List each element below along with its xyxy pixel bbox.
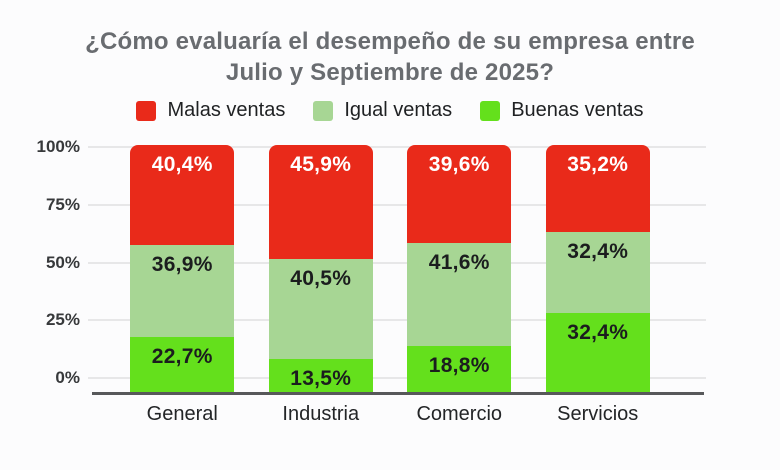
x-axis-labels: General Industria Comercio Servicios — [113, 403, 667, 426]
bar-segment-buenas-ventas: 32,4% — [545, 312, 650, 393]
bar-value-label: 40,4% — [151, 153, 213, 176]
bar-value-label: 36,9% — [151, 253, 213, 277]
bar-value-label: 45,9% — [290, 153, 352, 176]
stacked-bar: 35,2% 32,4% 32,4% — [545, 145, 650, 393]
bar-value-label: 39,6% — [428, 153, 490, 176]
bar-value-label: 35,2% — [567, 153, 629, 176]
legend: Malas ventas Igual ventas Buenas ventas — [0, 99, 780, 122]
bar-segment-malas-ventas: 45,9% — [268, 145, 373, 259]
bar-column-industria: 45,9% 40,5% 13,5% — [252, 145, 391, 393]
legend-label: Buenas ventas — [511, 99, 644, 121]
bar-column-comercio: 39,6% 41,6% 18,8% — [390, 145, 529, 393]
legend-swatch-icon — [313, 100, 334, 121]
x-category-label: Industria — [282, 403, 360, 425]
gridline — [88, 319, 706, 322]
bar-value-label: 22,7% — [151, 344, 213, 368]
x-category-label: General — [146, 403, 218, 425]
bar-segment-malas-ventas: 35,2% — [545, 145, 650, 233]
gridline — [88, 203, 706, 206]
chart-title-line2: Julio y Septiembre de 2025? — [225, 59, 555, 86]
bar-segment-igual-ventas: 36,9% — [130, 245, 235, 337]
bar-value-label: 32,4% — [567, 320, 629, 344]
y-axis-tick-label: 0% — [55, 368, 80, 387]
y-axis-tick-label: 75% — [45, 194, 80, 214]
gridline — [88, 377, 706, 379]
y-axis-tick-label: 25% — [45, 310, 80, 330]
chart-title: ¿Cómo evaluaría el desempeño de su empre… — [0, 26, 780, 88]
legend-swatch-icon — [136, 100, 157, 121]
bar-value-label: 13,5% — [290, 367, 352, 391]
bar-segment-buenas-ventas: 18,8% — [407, 346, 512, 393]
bar-segment-malas-ventas: 39,6% — [407, 145, 512, 244]
stacked-bar: 39,6% 41,6% 18,8% — [407, 145, 512, 393]
bar-segment-igual-ventas: 40,5% — [268, 258, 373, 360]
legend-item: Buenas ventas — [480, 99, 644, 122]
legend-item: Malas ventas — [136, 99, 285, 122]
bar-column-general: 40,4% 36,9% 22,7% — [113, 145, 252, 393]
x-category-label: Servicios — [557, 403, 639, 425]
bar-segment-igual-ventas: 32,4% — [545, 232, 650, 313]
y-axis-tick-label: 100% — [36, 137, 80, 156]
bar-column-servicios: 35,2% 32,4% 32,4% — [529, 145, 668, 393]
bar-segment-buenas-ventas: 13,5% — [268, 359, 373, 393]
bar-value-label: 40,5% — [290, 266, 352, 290]
bar-segment-buenas-ventas: 22,7% — [130, 336, 235, 393]
bar-segment-malas-ventas: 40,4% — [130, 145, 235, 246]
y-axis-tick-label: 50% — [45, 252, 80, 272]
chart-title-line1: ¿Cómo evaluaría el desempeño de su empre… — [85, 28, 695, 55]
legend-swatch-icon — [480, 100, 501, 121]
bars-row: 40,4% 36,9% 22,7% 45,9% 40,5% 13,5% 39,6% 41,6%… — [113, 145, 667, 393]
legend-label: Igual ventas — [344, 99, 453, 121]
legend-label: Malas ventas — [167, 99, 286, 121]
legend-item: Igual ventas — [313, 99, 452, 122]
gridline — [88, 261, 706, 264]
bar-value-label: 41,6% — [428, 251, 490, 275]
stacked-bar: 40,4% 36,9% 22,7% — [130, 145, 235, 393]
x-axis-line — [92, 392, 704, 395]
bar-segment-igual-ventas: 41,6% — [407, 243, 512, 347]
gridline — [88, 146, 706, 148]
bar-value-label: 18,8% — [428, 354, 490, 378]
bar-value-label: 32,4% — [567, 240, 629, 264]
stacked-bar: 45,9% 40,5% 13,5% — [268, 145, 373, 393]
x-category-label: Comercio — [416, 403, 503, 425]
